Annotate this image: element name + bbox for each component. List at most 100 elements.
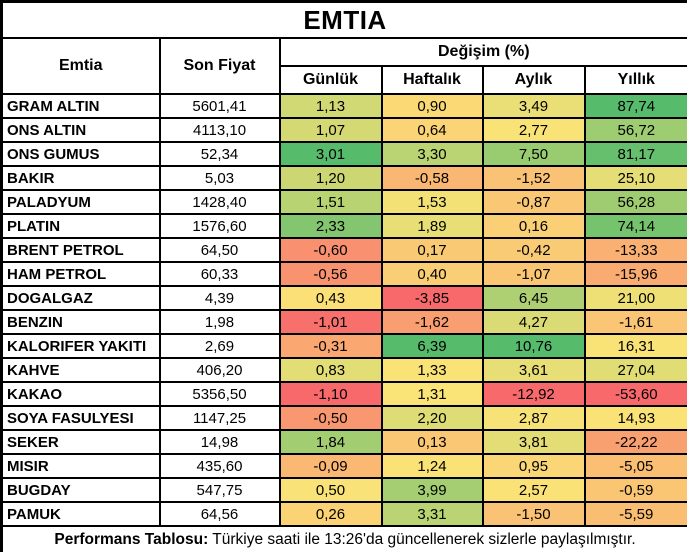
change-yillik-cell: 56,72 xyxy=(583,117,687,143)
commodity-name-cell: ONS GUMUS xyxy=(0,141,161,167)
commodity-name-cell: SEKER xyxy=(0,429,161,455)
last-price-cell: 60,33 xyxy=(158,261,281,287)
change-haftalik-cell: -3,85 xyxy=(380,285,484,311)
change-yillik-cell: 25,10 xyxy=(583,165,687,191)
last-price-cell: 435,60 xyxy=(158,453,281,479)
change-gunluk-cell: 0,43 xyxy=(278,285,383,311)
change-gunluk-cell: 2,33 xyxy=(278,213,383,239)
table-row: PLATIN 1576,60 2,33 1,89 0,16 74,14 xyxy=(0,213,687,239)
change-haftalik-cell: 0,64 xyxy=(380,117,484,143)
change-gunluk-cell: -1,10 xyxy=(278,381,383,407)
commodity-name-cell: KALORIFER YAKITI xyxy=(0,333,161,359)
change-aylik-cell: 2,77 xyxy=(481,117,586,143)
change-aylik-cell: 0,16 xyxy=(481,213,586,239)
change-haftalik-cell: 6,39 xyxy=(380,333,484,359)
change-yillik-cell: 81,17 xyxy=(583,141,687,167)
change-aylik-cell: 3,49 xyxy=(481,93,586,119)
col-header-haftalik: Haftalık xyxy=(380,65,484,95)
table-row: SOYA FASULYESI 1147,25 -0,50 2,20 2,87 14,93 xyxy=(0,405,687,431)
table-row: ONS ALTIN 4113,10 1,07 0,64 2,77 56,72 xyxy=(0,117,687,143)
change-haftalik-cell: 1,33 xyxy=(380,357,484,383)
table-row: SEKER 14,98 1,84 0,13 3,81 -22,22 xyxy=(0,429,687,455)
change-yillik-cell: 14,93 xyxy=(583,405,687,431)
commodity-name-cell: DOGALGAZ xyxy=(0,285,161,311)
change-haftalik-cell: 3,31 xyxy=(380,501,484,527)
change-aylik-cell: 3,81 xyxy=(481,429,586,455)
change-yillik-cell: 74,14 xyxy=(583,213,687,239)
change-yillik-cell: 16,31 xyxy=(583,333,687,359)
table-row: PALADYUM 1428,40 1,51 1,53 -0,87 56,28 xyxy=(0,189,687,215)
col-header-yillik: Yıllık xyxy=(583,65,687,95)
change-gunluk-cell: 0,50 xyxy=(278,477,383,503)
change-aylik-cell: 7,50 xyxy=(481,141,586,167)
change-gunluk-cell: 1,07 xyxy=(278,117,383,143)
change-haftalik-cell: 0,40 xyxy=(380,261,484,287)
last-price-cell: 4,39 xyxy=(158,285,281,311)
footer-note-text: Türkiye saati ile 13:26'da güncellenerek… xyxy=(208,531,636,548)
change-aylik-cell: 0,95 xyxy=(481,453,586,479)
table-row: BRENT PETROL 64,50 -0,60 0,17 -0,42 -13,33 xyxy=(0,237,687,263)
change-haftalik-cell: 1,89 xyxy=(380,213,484,239)
last-price-cell: 52,34 xyxy=(158,141,281,167)
change-haftalik-cell: 1,24 xyxy=(380,453,484,479)
change-yillik-cell: -53,60 xyxy=(583,381,687,407)
table-row: GRAM ALTIN 5601,41 1,13 0,90 3,49 87,74 xyxy=(0,93,687,119)
change-gunluk-cell: -0,50 xyxy=(278,405,383,431)
last-price-cell: 1576,60 xyxy=(158,213,281,239)
last-price-cell: 1147,25 xyxy=(158,405,281,431)
commodity-name-cell: SOYA FASULYESI xyxy=(0,405,161,431)
change-aylik-cell: -1,50 xyxy=(481,501,586,527)
change-haftalik-cell: -1,62 xyxy=(380,309,484,335)
change-aylik-cell: -1,52 xyxy=(481,165,586,191)
commodity-name-cell: KAHVE xyxy=(0,357,161,383)
commodity-name-cell: ONS ALTIN xyxy=(0,117,161,143)
change-gunluk-cell: -0,56 xyxy=(278,261,383,287)
last-price-cell: 1428,40 xyxy=(158,189,281,215)
change-gunluk-cell: -1,01 xyxy=(278,309,383,335)
table-row: DOGALGAZ 4,39 0,43 -3,85 6,45 21,00 xyxy=(0,285,687,311)
last-price-cell: 5601,41 xyxy=(158,93,281,119)
commodity-name-cell: PLATIN xyxy=(0,213,161,239)
change-gunluk-cell: 0,26 xyxy=(278,501,383,527)
change-gunluk-cell: 1,51 xyxy=(278,189,383,215)
change-yillik-cell: 56,28 xyxy=(583,189,687,215)
last-price-cell: 1,98 xyxy=(158,309,281,335)
commodity-name-cell: BAKIR xyxy=(0,165,161,191)
change-aylik-cell: 10,76 xyxy=(481,333,586,359)
footer-note: Performans Tablosu: Türkiye saati ile 13… xyxy=(0,525,687,552)
change-aylik-cell: 3,61 xyxy=(481,357,586,383)
change-yillik-cell: -5,59 xyxy=(583,501,687,527)
change-haftalik-cell: 1,31 xyxy=(380,381,484,407)
change-gunluk-cell: -0,09 xyxy=(278,453,383,479)
commodity-name-cell: MISIR xyxy=(0,453,161,479)
commodity-name-cell: PALADYUM xyxy=(0,189,161,215)
change-gunluk-cell: 0,83 xyxy=(278,357,383,383)
commodity-name-cell: PAMUK xyxy=(0,501,161,527)
change-haftalik-cell: -0,58 xyxy=(380,165,484,191)
col-header-aylik: Aylık xyxy=(481,65,586,95)
change-aylik-cell: -0,42 xyxy=(481,237,586,263)
change-yillik-cell: -15,96 xyxy=(583,261,687,287)
change-gunluk-cell: 1,84 xyxy=(278,429,383,455)
change-aylik-cell: 2,87 xyxy=(481,405,586,431)
col-header-degisim-group: Değişim (%) xyxy=(278,37,687,67)
change-gunluk-cell: -0,31 xyxy=(278,333,383,359)
col-header-gunluk: Günlük xyxy=(278,65,383,95)
change-gunluk-cell: -0,60 xyxy=(278,237,383,263)
commodity-name-cell: KAKAO xyxy=(0,381,161,407)
change-aylik-cell: -1,07 xyxy=(481,261,586,287)
commodity-name-cell: GRAM ALTIN xyxy=(0,93,161,119)
change-yillik-cell: -1,61 xyxy=(583,309,687,335)
last-price-cell: 4113,10 xyxy=(158,117,281,143)
change-aylik-cell: -0,87 xyxy=(481,189,586,215)
col-header-son-fiyat: Son Fiyat xyxy=(158,37,281,95)
table-row: KAHVE 406,20 0,83 1,33 3,61 27,04 xyxy=(0,357,687,383)
change-yillik-cell: 21,00 xyxy=(583,285,687,311)
change-aylik-cell: 2,57 xyxy=(481,477,586,503)
change-yillik-cell: 87,74 xyxy=(583,93,687,119)
last-price-cell: 14,98 xyxy=(158,429,281,455)
table-row: MISIR 435,60 -0,09 1,24 0,95 -5,05 xyxy=(0,453,687,479)
table-row: KALORIFER YAKITI 2,69 -0,31 6,39 10,76 16,31 xyxy=(0,333,687,359)
table-row: KAKAO 5356,50 -1,10 1,31 -12,92 -53,60 xyxy=(0,381,687,407)
